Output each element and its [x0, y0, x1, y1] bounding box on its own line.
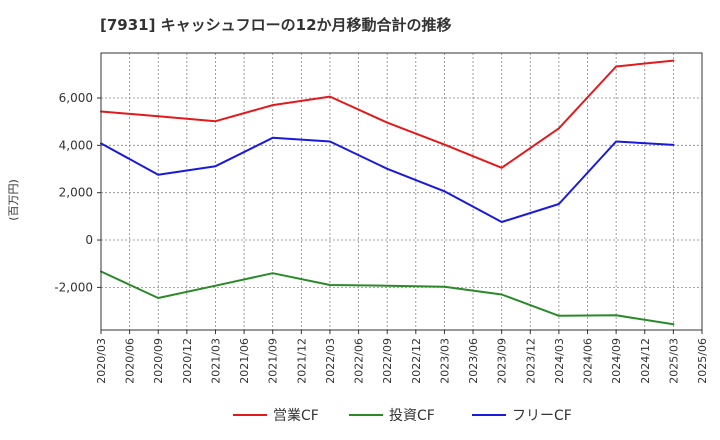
series-line-2 — [100, 270, 675, 326]
x-tick-label: 2020/12 — [181, 338, 194, 384]
y-tick-label: -2,000 — [54, 280, 93, 294]
x-tick-label: 2020/03 — [95, 338, 108, 384]
y-tick-label: 2,000 — [59, 186, 93, 200]
x-tick-label: 2024/09 — [610, 338, 623, 384]
x-tick-label: 2021/12 — [295, 338, 308, 384]
x-tick-label: 2021/09 — [267, 338, 280, 384]
x-tick-label: 2020/09 — [152, 338, 165, 384]
y-tick-label: 6,000 — [59, 91, 93, 105]
series-layer — [100, 59, 675, 326]
legend: 営業CF 投資CF フリーCF — [233, 408, 572, 424]
x-tick-label: 2024/06 — [582, 338, 595, 384]
x-tick-label: 2021/03 — [209, 338, 222, 384]
x-tick-label: 2021/06 — [238, 338, 251, 384]
x-tick-label: 2020/06 — [124, 338, 137, 384]
grid-lines — [100, 53, 703, 330]
plot-frame — [100, 52, 703, 331]
x-tick-label: 2025/06 — [696, 338, 709, 384]
x-tick-label: 2023/12 — [524, 338, 537, 384]
legend-label-1: 営業CF — [273, 408, 319, 424]
y-tick-label: 4,000 — [59, 138, 93, 152]
legend-label-3: フリーCF — [512, 408, 572, 424]
y-axis-label: (百万円) — [7, 179, 20, 221]
x-tick-label: 2022/12 — [410, 338, 423, 384]
x-tick-label: 2023/09 — [496, 338, 509, 384]
x-tick-label: 2023/06 — [467, 338, 480, 384]
series-line-3 — [100, 136, 675, 223]
x-tick-label: 2022/09 — [381, 338, 394, 384]
x-tick-label: 2025/03 — [667, 338, 680, 384]
series-line-1 — [100, 59, 675, 169]
chart-title: [7931] キャッシュフローの12か月移動合計の推移 — [100, 16, 452, 34]
x-tick-label: 2022/03 — [324, 338, 337, 384]
x-axis-ticks: 2020/03 2020/06 2020/09 2020/12 2021/03 2021/… — [95, 330, 709, 384]
x-tick-label: 2024/12 — [639, 338, 652, 384]
y-axis-ticks: -2,000 0 2,000 4,000 6,000 — [54, 91, 101, 294]
x-tick-label: 2024/03 — [553, 338, 566, 384]
legend-label-2: 投資CF — [389, 408, 435, 424]
y-tick-label: 0 — [85, 233, 93, 247]
x-tick-label: 2022/06 — [353, 338, 366, 384]
x-tick-label: 2023/03 — [438, 338, 451, 384]
